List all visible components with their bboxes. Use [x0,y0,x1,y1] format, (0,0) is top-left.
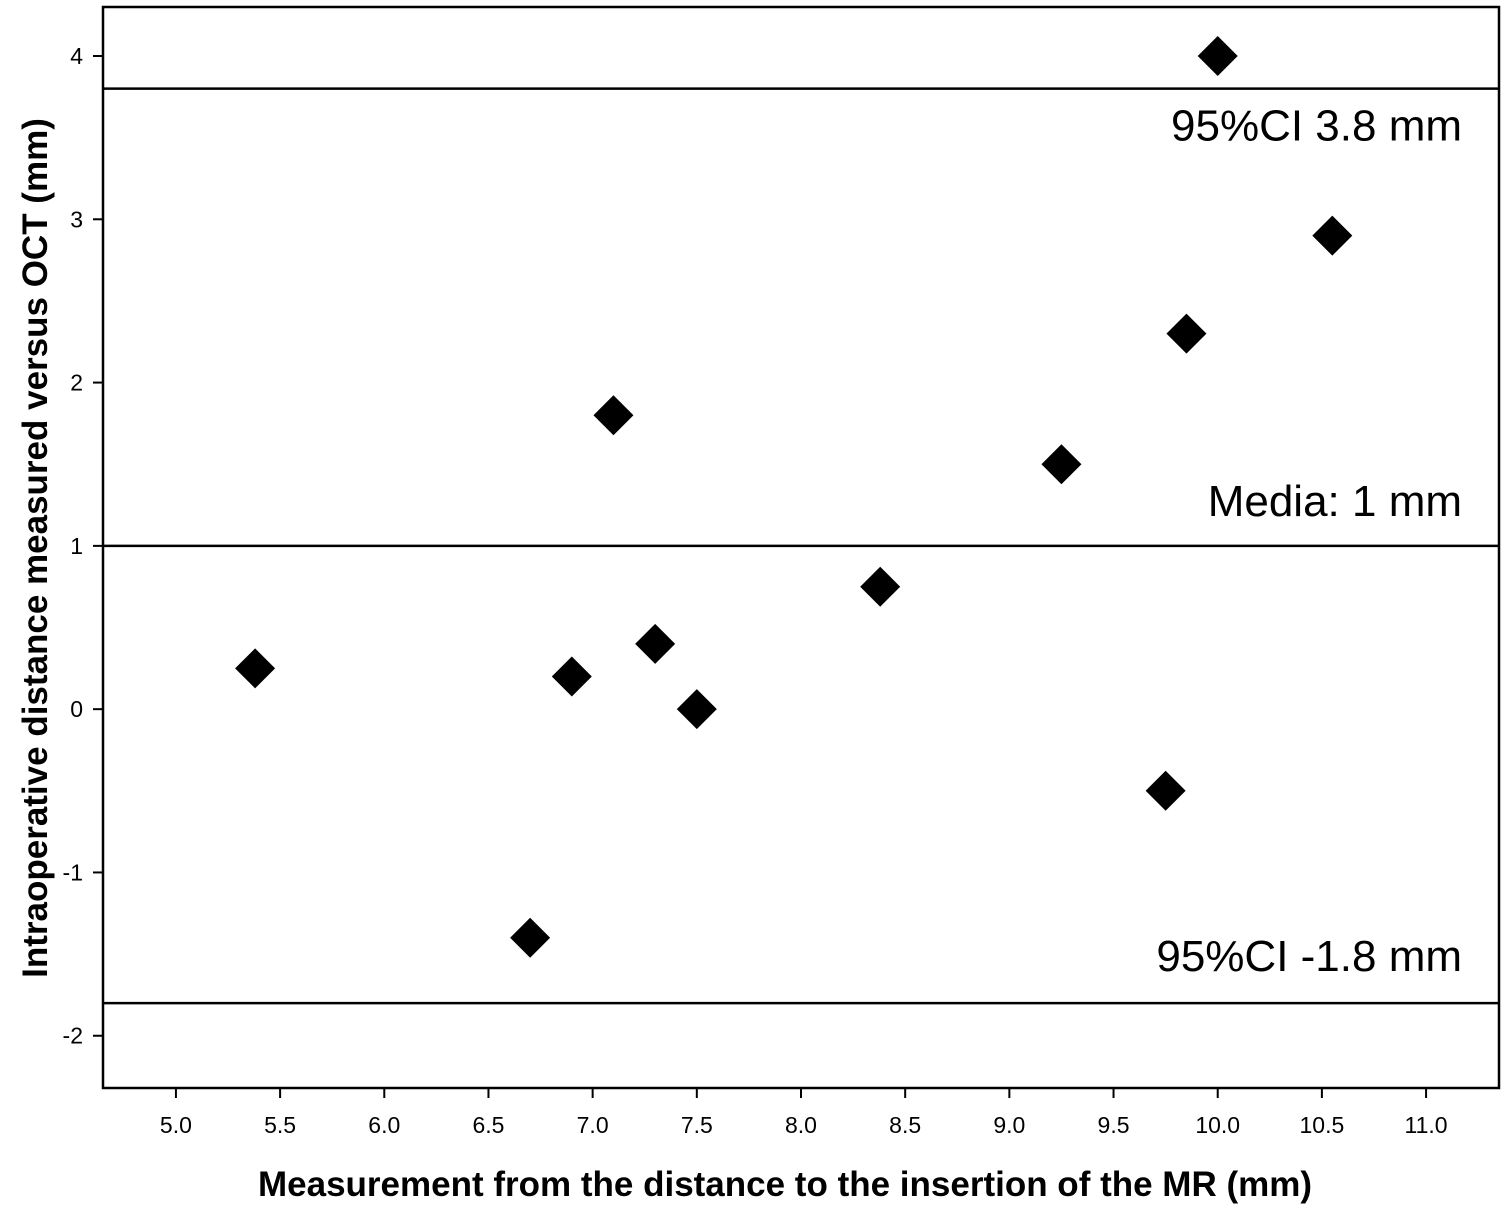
x-tick-label: 6.0 [368,1112,400,1138]
reference-line-label: 95%CI -1.8 mm [1156,932,1462,981]
data-point-diamond [1166,313,1207,354]
data-point-diamond [510,917,551,958]
data-point-diamond [235,648,276,689]
x-tick-label: 11.0 [1405,1112,1448,1138]
y-tick-label: 3 [70,206,83,232]
y-tick-label: 0 [70,696,83,722]
data-point-diamond [1197,35,1238,76]
data-point-diamond [860,566,901,607]
x-tick-label: 9.0 [993,1112,1025,1138]
y-tick-label: 4 [70,43,83,69]
data-points [235,35,1353,958]
y-tick-label: 2 [70,370,83,396]
x-tick-label: 7.5 [681,1112,713,1138]
y-axis-ticks: -2 -1 0 1 2 3 4 [63,43,103,1049]
y-tick-label: -2 [63,1023,83,1049]
data-point-diamond [635,623,676,664]
x-axis-ticks: 5.0 5.5 6.0 6.5 7.0 7.5 8.0 8.5 9.0 9.5 10.0 10.5 11… [160,1088,1448,1138]
x-tick-label: 7.0 [577,1112,609,1138]
data-point-diamond [676,689,717,730]
plot-area-frame [101,5,1501,1090]
reference-line-label: 95%CI 3.8 mm [1171,102,1462,151]
x-tick-label: 5.5 [264,1112,296,1138]
x-axis-title: Measurement from the distance to the ins… [258,1165,1312,1204]
y-axis-title: Intraoperative distance measured versus … [16,118,55,978]
reference-line-label: Media: 1 mm [1208,477,1462,526]
x-tick-label: 8.0 [785,1112,817,1138]
data-point-diamond [551,656,592,697]
x-tick-label: 9.5 [1098,1112,1130,1138]
x-tick-label: 6.5 [472,1112,504,1138]
data-point-diamond [1145,770,1186,811]
x-tick-label: 10.5 [1300,1112,1345,1138]
data-point-diamond [593,395,634,436]
x-tick-label: 5.0 [160,1112,192,1138]
reference-lines: 95%CI 3.8 mm Media: 1 mm 95%CI -1.8 mm [103,87,1499,1005]
y-tick-label: 1 [70,533,83,559]
data-point-diamond [1312,215,1353,256]
y-tick-label: -1 [63,859,83,885]
x-tick-label: 8.5 [889,1112,921,1138]
data-point-diamond [1041,444,1082,485]
x-tick-label: 10.0 [1195,1112,1240,1138]
